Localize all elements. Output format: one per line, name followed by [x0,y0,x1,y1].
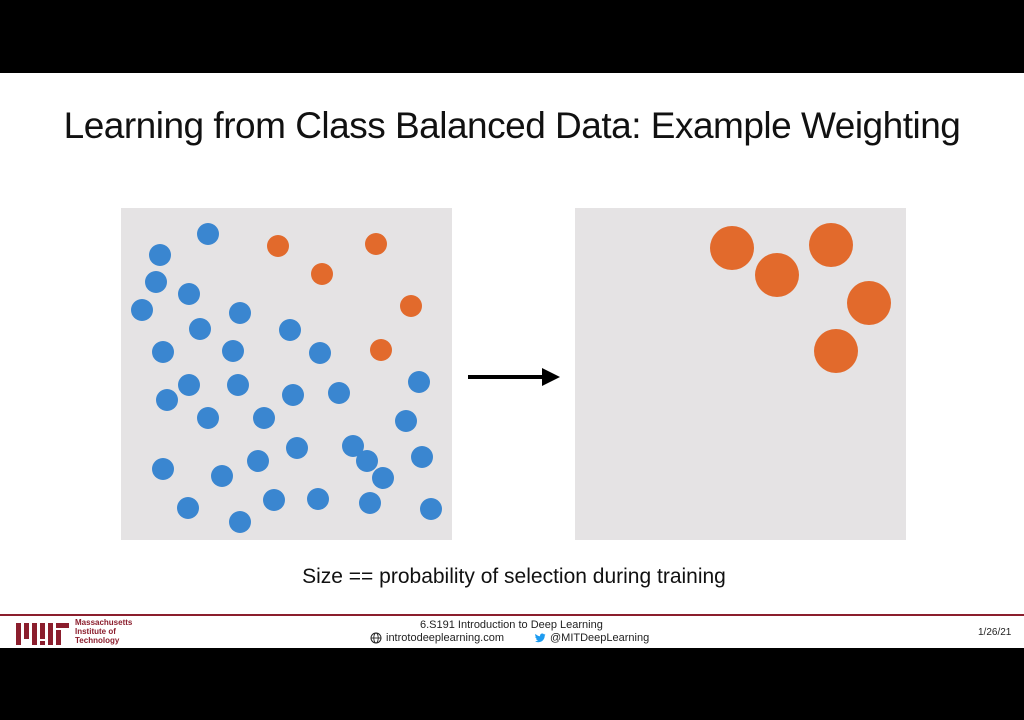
majority-class-point [395,410,417,432]
majority-class-point [372,467,394,489]
majority-class-point [227,374,249,396]
majority-class-point [197,223,219,245]
majority-class-point [279,319,301,341]
majority-class-point [222,340,244,362]
twitter-link[interactable]: @MITDeepLearning [550,632,650,644]
weighted-minority-point [809,223,853,267]
majority-class-point [152,458,174,480]
majority-class-point [152,341,174,363]
majority-class-point [149,244,171,266]
majority-class-point [307,488,329,510]
twitter-bird-icon [535,633,546,643]
majority-class-point [282,384,304,406]
institution-line: Technology [75,636,120,645]
arrow-icon [468,368,560,386]
majority-class-point [420,498,442,520]
slide-title: Learning from Class Balanced Data: Examp… [63,105,961,146]
institution-name: Massachusetts Institute of Technology [75,618,132,645]
slide-caption: Size == probability of selection during … [302,565,726,588]
majority-class-point [356,450,378,472]
website: introtodeeplearning.com [370,632,504,644]
minority-class-point [365,233,387,255]
mit-logo [16,623,69,645]
majority-class-point [131,299,153,321]
majority-class-point [178,283,200,305]
weighted-minority-point [710,226,754,270]
original-data-panel [121,208,452,540]
minority-class-point [311,263,333,285]
footer-divider [0,614,1024,616]
majority-class-point [342,435,364,457]
majority-class-point [229,511,251,533]
majority-class-point [197,407,219,429]
slide-date: 1/26/21 [978,627,1012,638]
majority-class-point [247,450,269,472]
institution-line: Massachusetts [75,618,133,627]
majority-class-point [177,497,199,519]
weighted-data-panel [575,208,906,540]
weighted-minority-point [814,329,858,373]
majority-class-point [263,489,285,511]
majority-class-point [211,465,233,487]
website-link[interactable]: introtodeeplearning.com [386,632,505,644]
majority-class-point [411,446,433,468]
globe-icon [370,632,382,644]
institution-line: Institute of [75,627,116,636]
course-name: 6.S191 Introduction to Deep Learning [420,619,603,631]
twitter-handle: @MITDeepLearning [534,632,649,644]
minority-class-point [370,339,392,361]
majority-class-point [309,342,331,364]
majority-class-point [359,492,381,514]
majority-class-point [328,382,350,404]
majority-class-point [229,302,251,324]
majority-class-point [156,389,178,411]
weighted-minority-point [847,281,891,325]
majority-class-point [178,374,200,396]
majority-class-point [189,318,211,340]
slide: Learning from Class Balanced Data: Examp… [0,73,1024,648]
majority-class-point [145,271,167,293]
majority-class-point [253,407,275,429]
minority-class-point [267,235,289,257]
majority-class-point [408,371,430,393]
majority-class-point [286,437,308,459]
minority-class-point [400,295,422,317]
weighted-minority-point [755,253,799,297]
